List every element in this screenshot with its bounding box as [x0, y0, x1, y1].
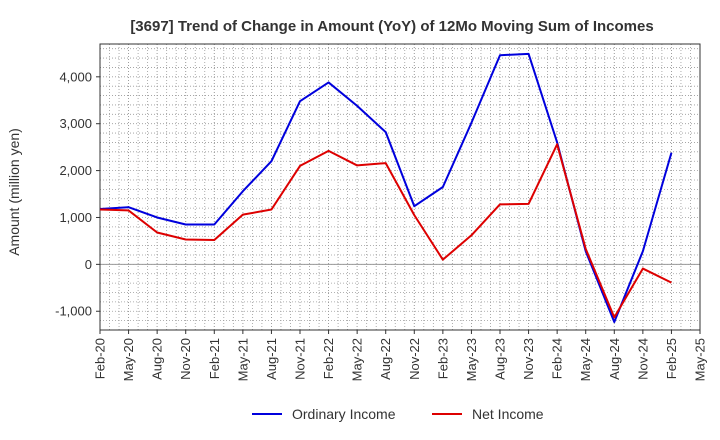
- x-tick-label: Feb-20: [93, 338, 108, 379]
- x-tick-label: Feb-22: [321, 338, 336, 379]
- x-tick-label: Nov-24: [635, 338, 650, 380]
- chart-title: [3697] Trend of Change in Amount (YoY) o…: [130, 18, 653, 35]
- plot-frame: [99, 43, 701, 331]
- y-tick-label: 3,000: [59, 116, 92, 131]
- x-tick-label: May-25: [693, 338, 708, 381]
- plot-area: -1,000 0 1,000 2,000 3,000 4,000 Feb-20 May-20 A…: [55, 43, 708, 381]
- x-tick-label: Aug-20: [150, 338, 165, 380]
- x-tick-label: Nov-20: [178, 338, 193, 380]
- y-tick-label: -1,000: [55, 304, 92, 319]
- x-tick-label: Feb-24: [550, 338, 565, 379]
- x-tick-label: May-21: [235, 338, 250, 381]
- y-tick-label: 2,000: [59, 163, 92, 178]
- x-tick-label: Aug-21: [264, 338, 279, 380]
- x-tick-label: Aug-23: [493, 338, 508, 380]
- net-income-line: [99, 143, 672, 319]
- x-tick-label: May-20: [121, 338, 136, 381]
- legend: Ordinary Income Net Income: [252, 406, 544, 422]
- y-tick-label: 4,000: [59, 69, 92, 84]
- x-tick-label: Aug-24: [607, 338, 622, 380]
- x-tick-label: Feb-23: [435, 338, 450, 379]
- x-tick-label: Nov-22: [407, 338, 422, 380]
- x-tick-label: Aug-22: [378, 338, 393, 380]
- x-tick-label: May-24: [578, 338, 593, 381]
- x-tick-label: Nov-23: [521, 338, 536, 380]
- legend-label-ordinary-income: Ordinary Income: [292, 406, 396, 422]
- x-tick-label: May-22: [350, 338, 365, 381]
- x-tick-label: May-23: [464, 338, 479, 381]
- x-tick-label: Feb-25: [664, 338, 679, 379]
- legend-label-net-income: Net Income: [472, 406, 544, 422]
- y-axis-label: Amount (million yen): [6, 128, 22, 256]
- plot-background: [100, 44, 700, 330]
- x-tick-label: Nov-21: [293, 338, 308, 380]
- x-tick-label: Feb-21: [207, 338, 222, 379]
- y-tick-label: 0: [85, 257, 92, 272]
- y-tick-label: 1,000: [59, 210, 92, 225]
